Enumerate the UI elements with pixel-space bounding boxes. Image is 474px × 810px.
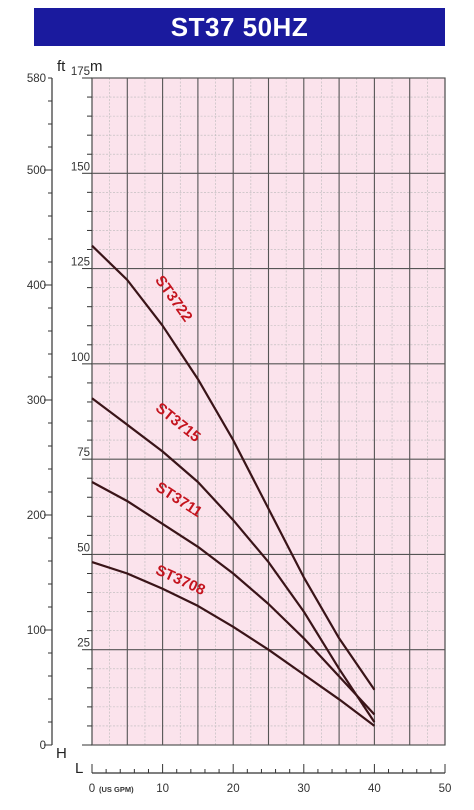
- ft-tick-label: 580: [27, 73, 46, 85]
- ft-tick-label: 300: [27, 395, 46, 407]
- x-tick-label: 0: [89, 783, 95, 795]
- m-tick-label: 75: [77, 447, 90, 459]
- curve-st3715: [91, 397, 376, 723]
- x-tick-label: 10: [156, 783, 169, 795]
- x-tick-label: 20: [227, 783, 240, 795]
- ft-tick-label: 100: [27, 625, 46, 637]
- plot-border: [91, 77, 446, 746]
- m-tick-label: 150: [71, 161, 90, 173]
- ft-tick-label: 0: [40, 740, 46, 752]
- m-tick-label: 175: [71, 66, 90, 78]
- head-axis-letter: H: [56, 745, 67, 762]
- x-unit-label: (US GPM): [99, 785, 134, 794]
- ft-tick-label: 200: [27, 510, 46, 522]
- m-tick-label: 100: [71, 352, 90, 364]
- flow-axis-letter: L: [75, 760, 83, 777]
- m-tick-label: 50: [77, 542, 90, 554]
- ft-tick-label: 400: [27, 280, 46, 292]
- curve-st3711: [91, 481, 376, 716]
- chart-title: ST37 50HZ: [170, 11, 309, 42]
- ft-tick-label: 500: [27, 165, 46, 177]
- x-tick-label: 50: [439, 783, 452, 795]
- curve-st3722: [91, 244, 376, 691]
- curve-st3708: [91, 561, 376, 727]
- m-tick-label: 25: [77, 638, 90, 650]
- x-tick-label: 40: [368, 783, 381, 795]
- m-tick-label: 125: [71, 257, 90, 269]
- chart-title-bar: ST37 50HZ: [34, 8, 445, 46]
- m-unit-label: m: [90, 58, 103, 75]
- ft-unit-label: ft: [57, 58, 66, 75]
- x-tick-label: 30: [297, 783, 310, 795]
